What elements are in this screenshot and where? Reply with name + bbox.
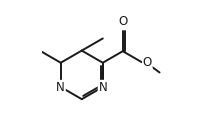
Text: O: O [118,15,127,28]
Text: N: N [56,81,65,94]
Text: O: O [143,56,152,69]
Text: N: N [98,81,107,94]
